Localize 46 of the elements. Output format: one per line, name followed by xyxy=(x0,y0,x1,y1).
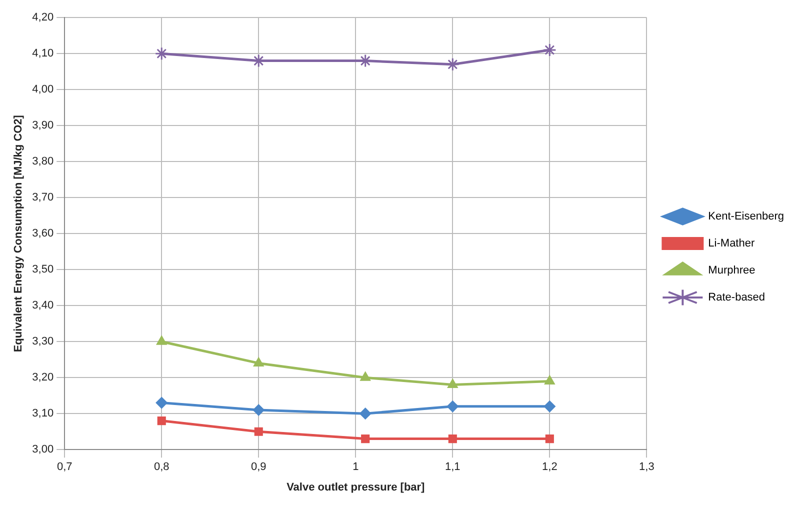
y-tick-label: 3,30 xyxy=(32,336,54,348)
y-tick-label: 3,10 xyxy=(32,408,54,420)
x-tick-label: 1,1 xyxy=(445,461,460,474)
point xyxy=(544,400,556,412)
x-tick-label: 1,3 xyxy=(639,461,654,474)
point xyxy=(252,404,264,416)
point xyxy=(254,427,263,436)
y-tick-label: 3,60 xyxy=(32,228,54,240)
point xyxy=(545,434,554,444)
point xyxy=(360,372,370,381)
y-tick-label: 3,00 xyxy=(32,444,54,456)
y-tick-label: 4,10 xyxy=(32,48,54,60)
point xyxy=(156,336,167,345)
point xyxy=(254,357,264,366)
legend-label: Rate-based xyxy=(708,292,766,304)
legend-label: Li-Mather xyxy=(708,238,755,250)
y-axis-title: Equivalent Energy Consumption [MJ/kg CO2] xyxy=(12,114,25,352)
point xyxy=(446,58,460,72)
y-tick-label: 4,00 xyxy=(32,84,54,96)
point xyxy=(448,434,457,444)
point xyxy=(544,375,555,384)
point xyxy=(156,397,168,409)
point xyxy=(252,54,266,68)
x-tick-label: 1,2 xyxy=(542,461,558,474)
y-tick-label: 3,50 xyxy=(32,264,54,276)
y-tick-label: 3,40 xyxy=(32,300,54,312)
x-tick-label: 0,8 xyxy=(154,461,170,474)
point xyxy=(358,54,372,68)
point xyxy=(360,408,372,420)
point xyxy=(448,379,458,388)
x-tick-label: 0,7 xyxy=(56,461,72,474)
x-tick-label: 0,9 xyxy=(250,461,266,474)
y-tick-label: 3,70 xyxy=(32,192,54,204)
point xyxy=(446,400,458,412)
y-tick-label: 3,20 xyxy=(32,372,54,384)
legend-label: Kent-Eisenberg xyxy=(708,210,784,223)
point xyxy=(157,416,166,426)
point xyxy=(154,46,168,60)
point xyxy=(542,43,556,57)
x-tick-label: 1 xyxy=(352,461,359,474)
y-tick-label: 3,80 xyxy=(32,156,54,168)
y-tick-label: 4,20 xyxy=(32,12,54,24)
point xyxy=(361,434,370,444)
x-axis-title: Valve outlet pressure [bar] xyxy=(286,481,426,494)
legend-label: Murphree xyxy=(708,264,756,277)
y-tick-label: 3,90 xyxy=(32,120,54,132)
